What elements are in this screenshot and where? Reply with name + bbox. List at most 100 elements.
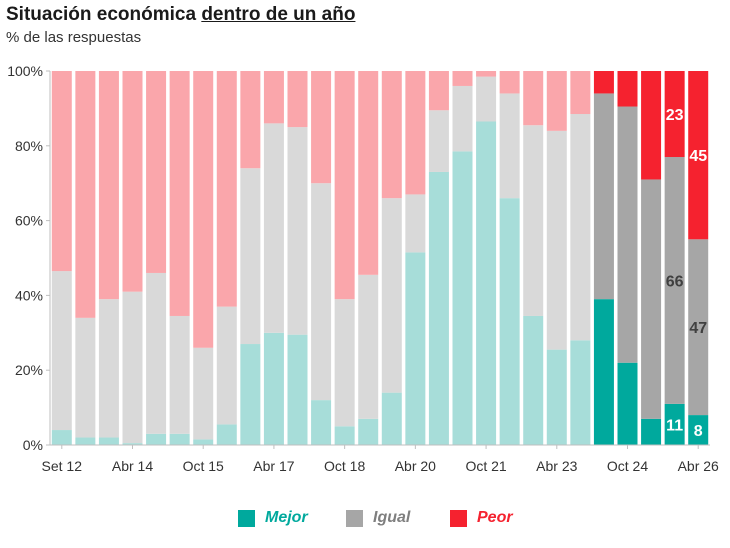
x-tick-label-9: Abr 26	[678, 458, 719, 474]
bar-peor-12	[334, 71, 355, 300]
bar-peor-3	[122, 71, 143, 292]
bar-peor-4	[146, 71, 167, 273]
bar-mejor-10	[287, 334, 308, 445]
bar-igual-20	[523, 125, 544, 316]
bar-peor-8	[240, 71, 261, 169]
x-tick-label-4: Oct 18	[324, 458, 365, 474]
bar-peor-16	[428, 71, 449, 111]
bar-peor-23	[593, 71, 614, 94]
bar-peor-15	[405, 71, 426, 195]
legend-label-peor: Peor	[477, 509, 513, 526]
bar-peor-17	[452, 71, 473, 86]
x-tick-label-8: Oct 24	[607, 458, 648, 474]
bar-mejor-27	[688, 415, 709, 445]
bar-peor-25	[641, 71, 662, 180]
legend-item-peor: Peor	[450, 509, 513, 527]
bar-igual-17	[452, 85, 473, 152]
bar-igual-25	[641, 179, 662, 419]
bar-peor-9	[263, 71, 284, 124]
bar-mejor-17	[452, 151, 473, 445]
chart-title-main: Situación económica	[6, 4, 202, 25]
bar-igual-27	[688, 239, 709, 416]
bar-mejor-21	[546, 349, 567, 445]
bar-igual-13	[358, 274, 379, 419]
bar-mejor-22	[570, 340, 591, 445]
chart-title: Situación económica dentro de un año	[6, 4, 355, 26]
bar-igual-7	[216, 306, 237, 425]
bar-peor-14	[381, 71, 402, 199]
bar-igual-8	[240, 168, 261, 345]
x-tick-label-2: Oct 15	[183, 458, 224, 474]
bar-peor-20	[523, 71, 544, 126]
bar-mejor-3	[122, 443, 143, 445]
bar-mejor-15	[405, 252, 426, 445]
legend: Mejor Igual Peor	[0, 509, 730, 533]
bar-igual-26	[664, 157, 685, 404]
bar-igual-16	[428, 110, 449, 172]
x-tick-label-5: Abr 20	[395, 458, 436, 474]
bar-igual-9	[263, 123, 284, 333]
bar-peor-24	[617, 71, 638, 107]
data-label-3: 47	[689, 320, 707, 337]
bar-mejor-4	[146, 433, 167, 445]
bar-peor-13	[358, 71, 379, 275]
x-tick-label-0: Set 12	[42, 458, 83, 474]
bar-peor-6	[193, 71, 214, 348]
legend-swatch-peor	[450, 509, 467, 527]
bar-mejor-16	[428, 171, 449, 446]
bar-mejor-20	[523, 315, 544, 445]
bar-mejor-25	[641, 418, 662, 445]
bar-peor-27	[688, 71, 709, 240]
bar-igual-1	[75, 317, 96, 438]
y-tick-label-2: 40%	[15, 287, 43, 303]
x-tick-label-1: Abr 14	[112, 458, 153, 474]
x-tick-label-6: Oct 21	[465, 458, 506, 474]
bar-igual-0	[51, 271, 72, 431]
chart-title-underlined: dentro de un año	[201, 4, 356, 25]
y-tick-label-3: 60%	[15, 213, 43, 229]
bar-peor-7	[216, 71, 237, 307]
bar-mejor-14	[381, 392, 402, 445]
bar-igual-5	[169, 315, 190, 434]
bar-peor-1	[75, 71, 96, 318]
y-tick-label-0: 0%	[23, 437, 43, 453]
bar-igual-23	[593, 93, 614, 300]
bar-mejor-1	[75, 437, 96, 445]
bar-peor-19	[499, 71, 520, 94]
bar-peor-21	[546, 71, 567, 131]
bar-igual-19	[499, 93, 520, 199]
data-label-0: 11	[666, 417, 683, 434]
data-label-5: 45	[689, 148, 707, 165]
bar-igual-11	[311, 183, 332, 401]
bar-peor-22	[570, 71, 591, 115]
data-label-1: 8	[694, 423, 703, 440]
y-tick-label-5: 100%	[7, 63, 43, 79]
data-label-4: 23	[666, 107, 684, 124]
chart-subtitle: % de las respuestas	[6, 29, 142, 46]
bar-igual-15	[405, 194, 426, 253]
bar-peor-18	[476, 71, 497, 77]
legend-swatch-mejor	[238, 509, 255, 527]
bar-igual-10	[287, 127, 308, 335]
legend-item-igual: Igual	[346, 509, 410, 527]
bar-mejor-5	[169, 433, 190, 445]
bar-mejor-9	[263, 332, 284, 445]
bar-peor-10	[287, 71, 308, 128]
bar-mejor-12	[334, 426, 355, 445]
data-label-2: 66	[666, 273, 684, 290]
legend-label-mejor: Mejor	[265, 509, 308, 526]
bar-mejor-6	[193, 439, 214, 445]
bar-igual-6	[193, 347, 214, 440]
legend-label-igual: Igual	[373, 509, 411, 526]
bar-igual-21	[546, 130, 567, 350]
bar-peor-11	[311, 71, 332, 184]
bar-igual-3	[122, 291, 143, 444]
bar-peor-0	[51, 71, 72, 272]
bar-mejor-23	[593, 299, 614, 445]
bar-mejor-24	[617, 362, 638, 445]
legend-swatch-igual	[346, 509, 363, 527]
bar-mejor-26	[664, 403, 685, 445]
bar-igual-24	[617, 106, 638, 363]
bar-mejor-8	[240, 344, 261, 445]
